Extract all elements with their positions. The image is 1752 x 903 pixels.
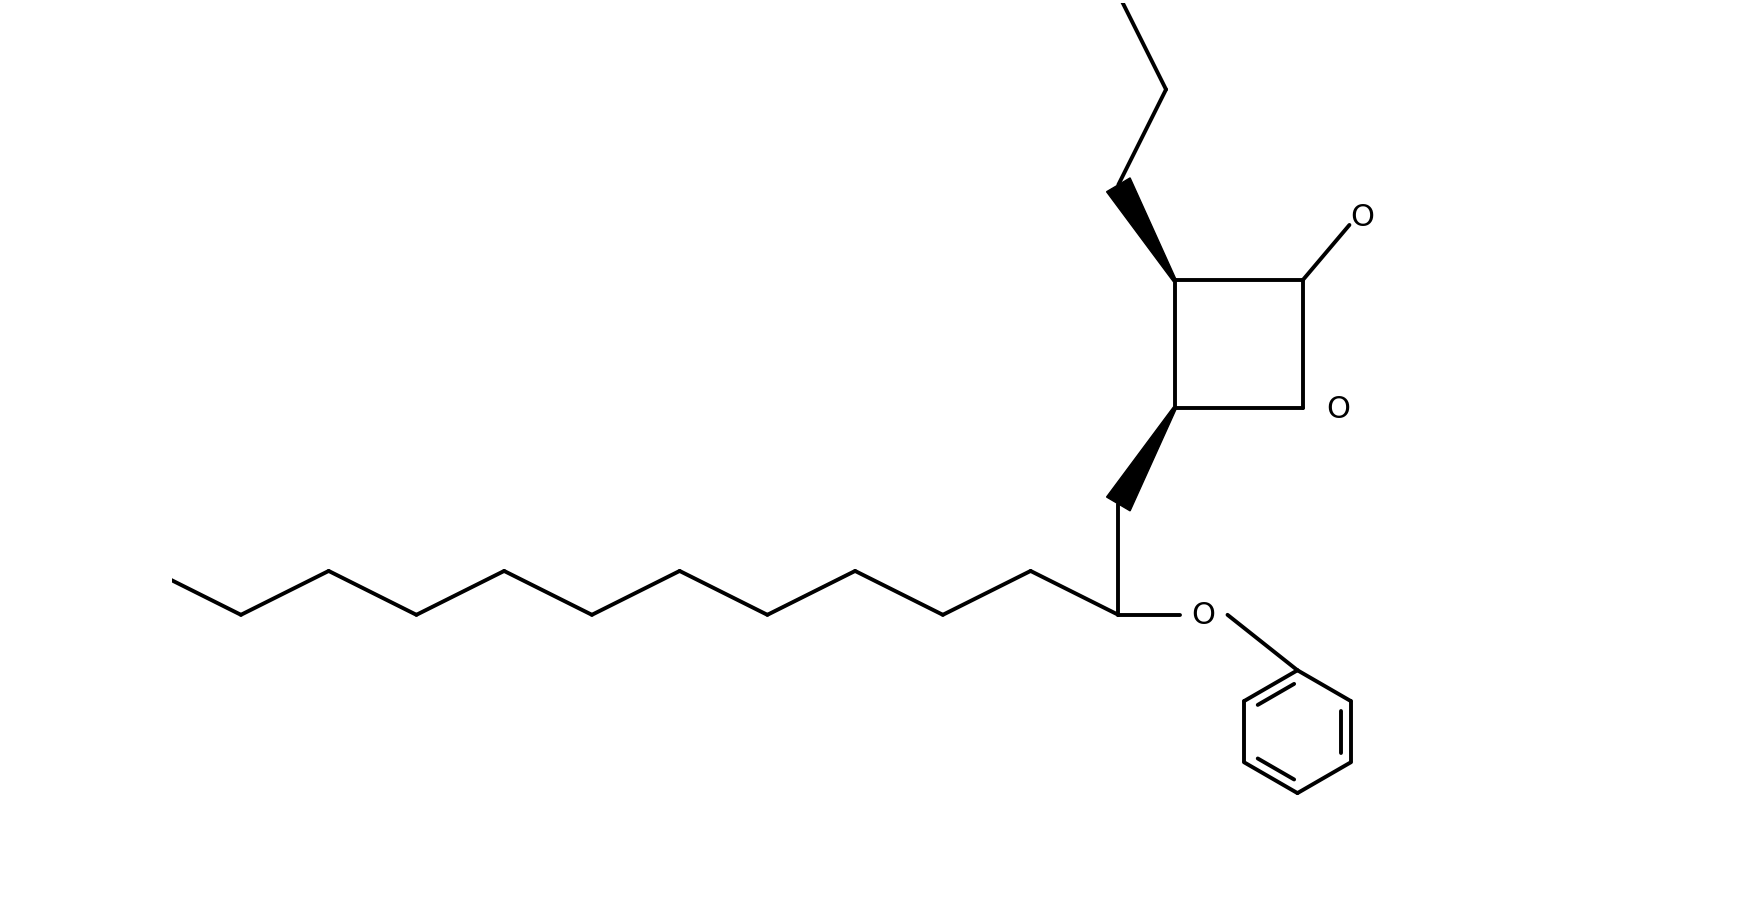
Polygon shape xyxy=(1107,408,1176,511)
Text: O: O xyxy=(1191,600,1216,629)
Text: O: O xyxy=(1326,395,1351,424)
Text: O: O xyxy=(1351,202,1374,232)
Polygon shape xyxy=(1107,179,1176,282)
